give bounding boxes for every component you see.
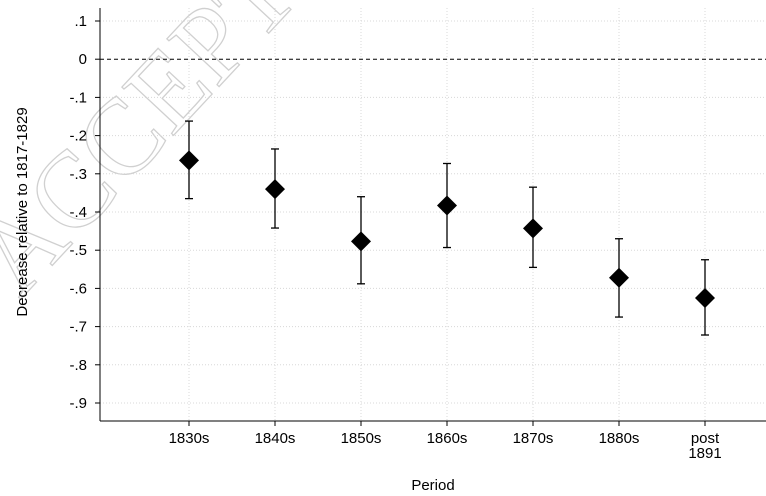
y-tick-label: -.2 bbox=[69, 128, 87, 145]
point-estimate-marker bbox=[523, 218, 543, 239]
gridlines bbox=[100, 8, 766, 421]
x-tick-label: 1840s bbox=[255, 430, 296, 447]
x-tick-label: 1830s bbox=[169, 430, 210, 447]
y-tick-label: -.8 bbox=[69, 357, 87, 374]
point-estimate-marker bbox=[437, 195, 457, 216]
x-tick-label: post bbox=[691, 430, 720, 447]
x-tick-label: 1880s bbox=[599, 430, 640, 447]
x-axis-title: Period bbox=[411, 477, 454, 494]
x-tick-label: 1891 bbox=[688, 445, 721, 462]
data-marks bbox=[179, 120, 715, 336]
point-estimate-marker bbox=[265, 179, 285, 200]
y-tick-label: 0 bbox=[79, 51, 87, 68]
x-tick-label: 1860s bbox=[427, 430, 468, 447]
watermark-text: ACCEPTED bbox=[0, 0, 418, 316]
point-estimate-marker bbox=[695, 287, 715, 308]
y-tick-label: -.1 bbox=[69, 89, 87, 106]
y-ticks: .1 0 -.1 -.2 -.3 -.4 -.5 -.6 -.7 -.8 -.9 bbox=[69, 13, 100, 412]
y-axis-title: Decrease relative to 1817-1829 bbox=[14, 107, 31, 316]
y-tick-label: -.6 bbox=[69, 280, 87, 297]
y-tick-label: -.9 bbox=[69, 395, 87, 412]
point-estimate-marker bbox=[179, 150, 199, 171]
y-tick-label: -.7 bbox=[69, 319, 87, 336]
axes bbox=[99, 8, 766, 422]
y-tick-label: -.5 bbox=[69, 242, 87, 259]
point-estimate-marker bbox=[609, 267, 629, 288]
x-tick-label: 1850s bbox=[341, 430, 382, 447]
y-tick-label: .1 bbox=[74, 13, 87, 30]
y-tick-label: -.4 bbox=[69, 204, 87, 221]
point-estimate-marker bbox=[351, 231, 371, 252]
x-tick-label: 1870s bbox=[513, 430, 554, 447]
y-tick-label: -.3 bbox=[69, 166, 87, 183]
